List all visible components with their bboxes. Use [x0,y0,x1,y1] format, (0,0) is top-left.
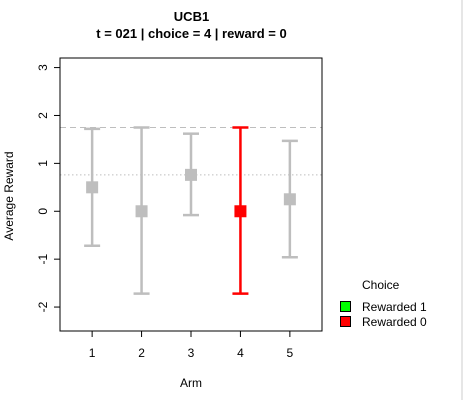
y-tick-label: 0 [36,208,50,215]
x-tick-label: 3 [188,346,195,360]
x-tick-label: 1 [89,346,96,360]
legend-item-rewarded-0: Rewarded 0 [340,314,427,329]
mean-point-arm-1 [86,181,99,194]
chart-subtitle: t = 021 | choice = 4 | reward = 0 [96,26,287,41]
legend-title: Choice [362,278,400,292]
legend: Choice Rewarded 1 Rewarded 0 [340,278,427,329]
y-axis-label: Average Reward [2,151,16,241]
mean-point-arm-4 [234,205,247,218]
y-tick-label: -1 [36,253,50,264]
legend-swatch-red [340,316,351,327]
legend-label: Rewarded 1 [362,299,427,314]
legend-item-rewarded-1: Rewarded 1 [340,299,427,314]
x-tick-label: 4 [237,346,244,360]
y-tick-label: 1 [36,160,50,167]
x-axis-label: Arm [180,376,202,390]
y-tick-label: 3 [36,64,50,71]
y-tick-label: -2 [36,301,50,312]
mean-point-arm-3 [185,168,197,181]
x-tick-label: 2 [138,346,145,360]
window-edge [461,0,463,400]
chart-title: UCB1 [173,9,210,24]
x-tick-label: 5 [287,346,294,360]
mean-point-arm-2 [135,205,148,218]
mean-point-arm-5 [283,193,296,206]
legend-swatch-green [340,301,351,312]
y-tick-label: 2 [36,112,50,119]
legend-label: Rewarded 0 [362,314,427,329]
